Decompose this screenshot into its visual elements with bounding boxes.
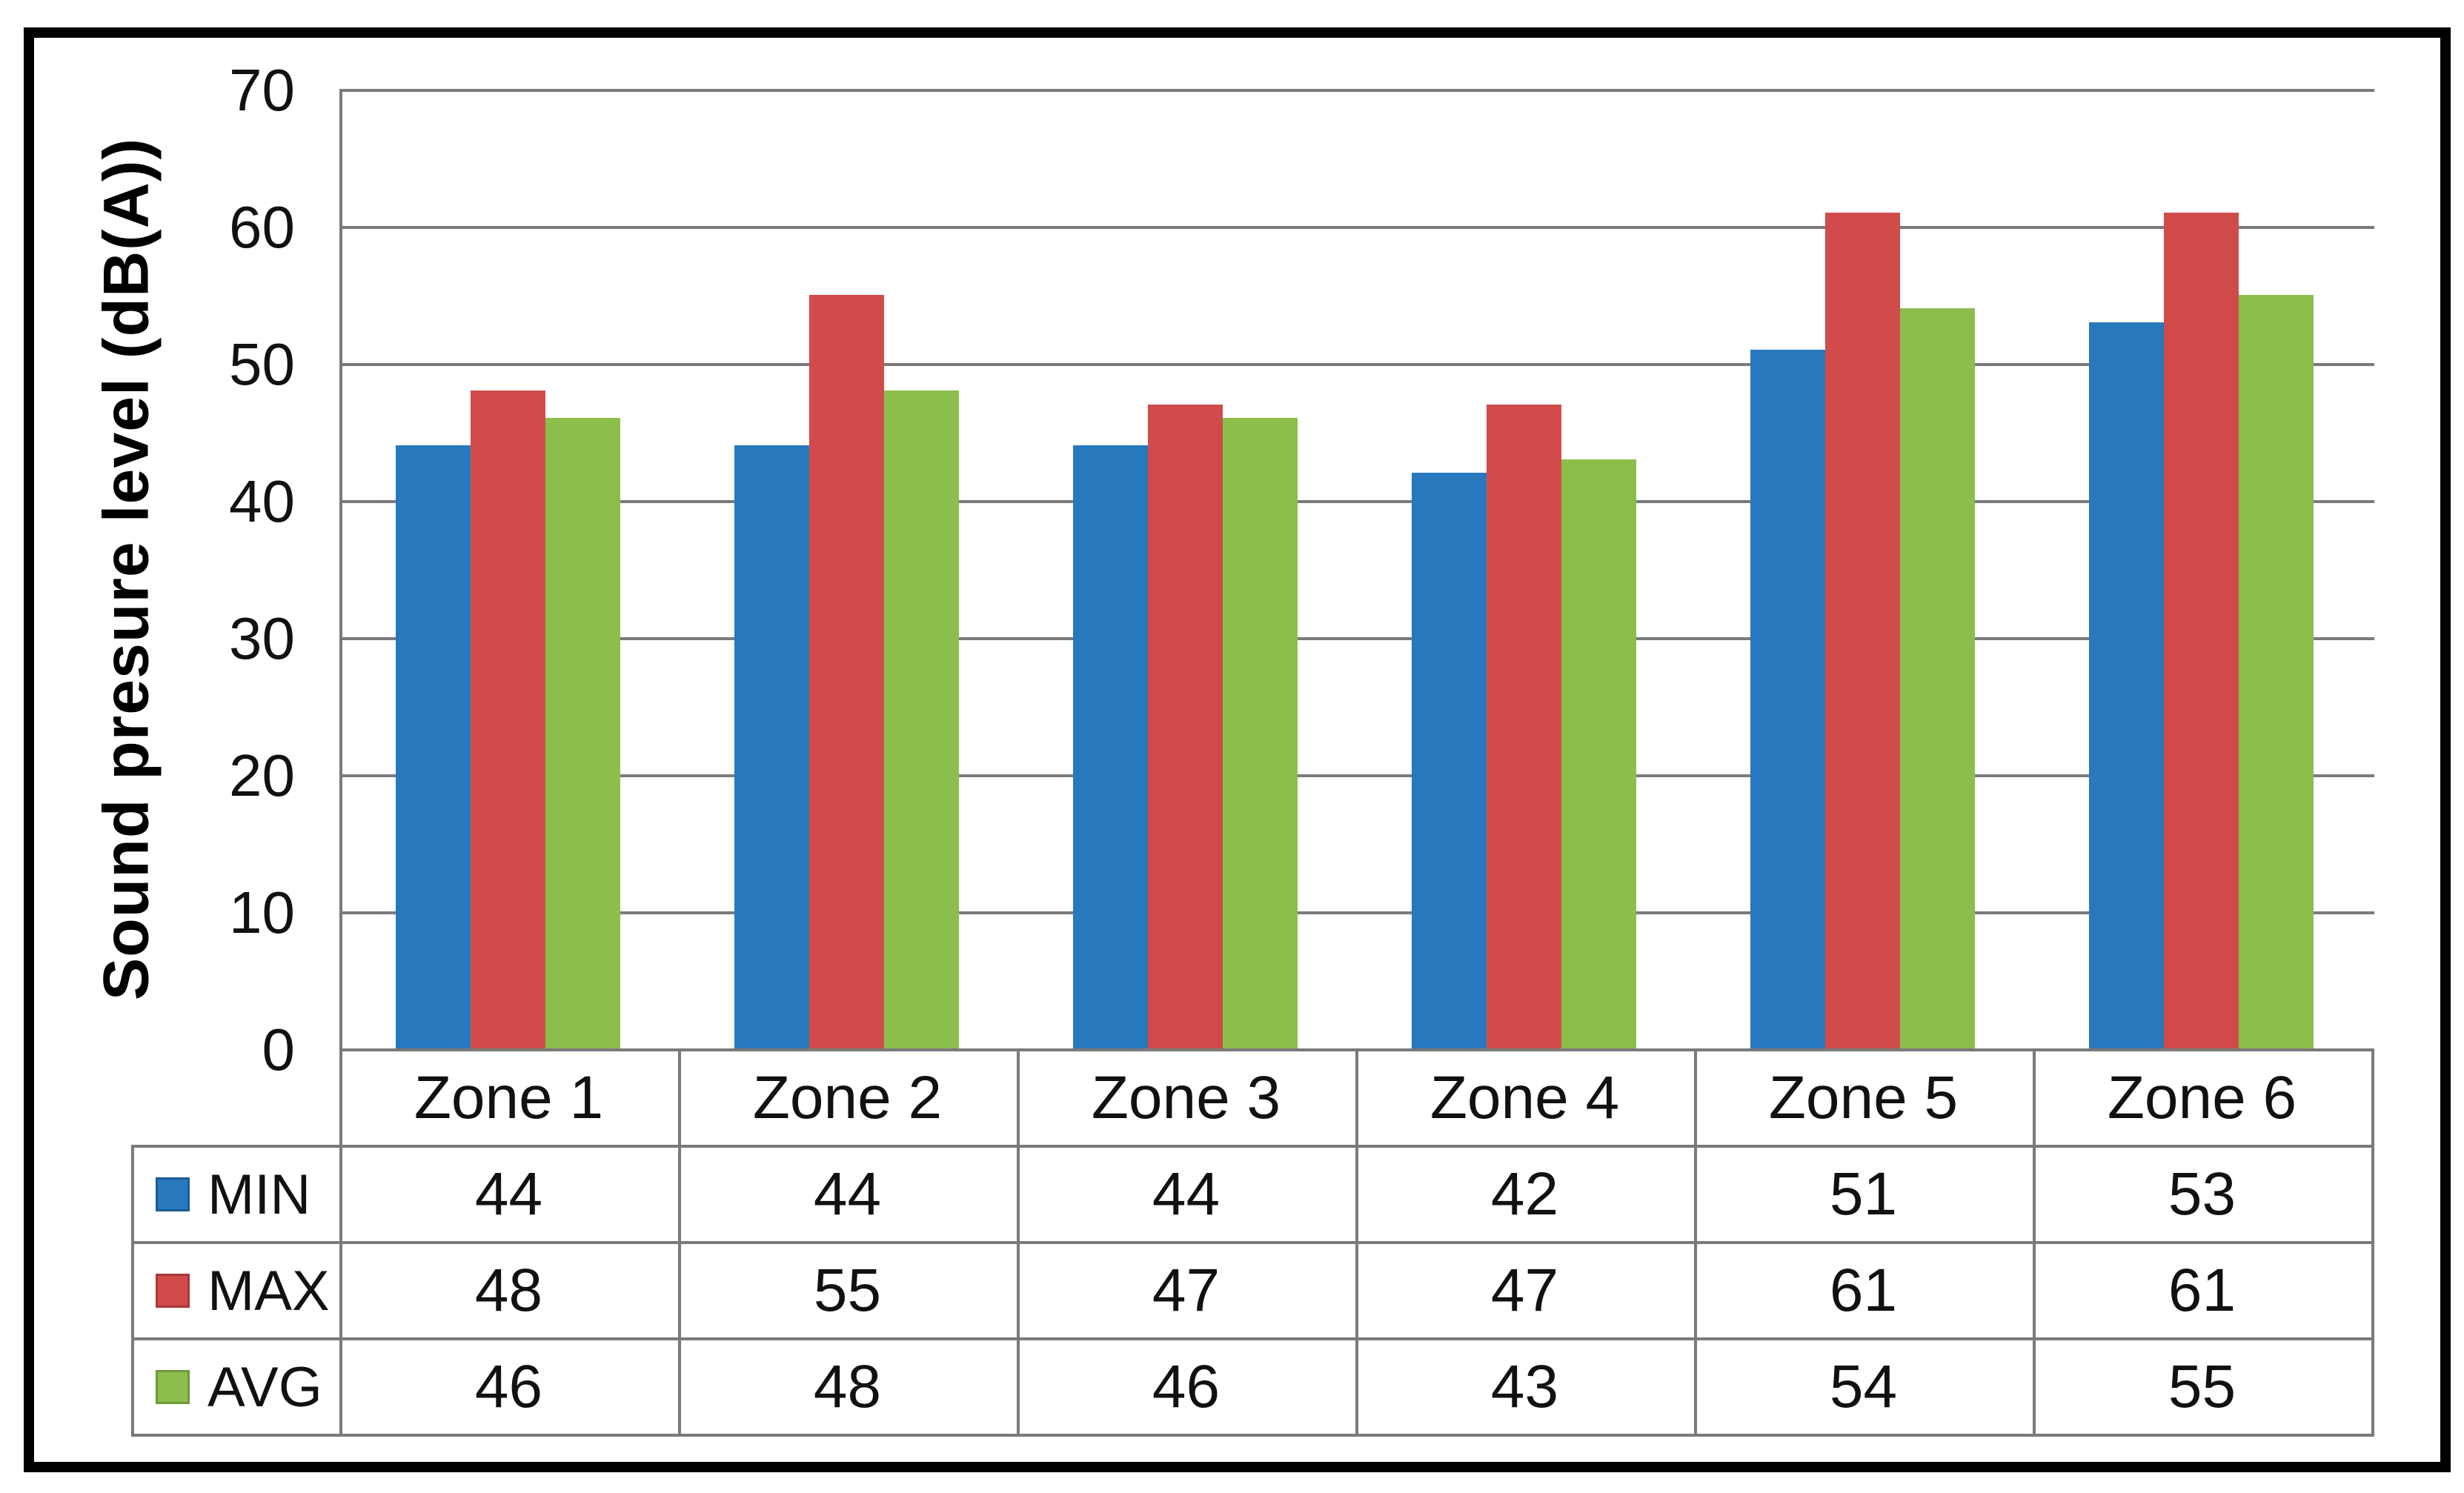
zone-header-3: Zone 3 — [1091, 1064, 1281, 1131]
table-line-row-4 — [131, 1434, 2374, 1437]
y-tick-label-70: 70 — [229, 57, 295, 123]
zone-column-divider-5 — [2033, 1048, 2036, 1437]
table-value-avg-zone-4: 43 — [1490, 1353, 1559, 1420]
table-value-min-zone-1: 44 — [474, 1160, 543, 1228]
table-value-min-zone-4: 42 — [1490, 1160, 1559, 1228]
zone-column-divider-3 — [1355, 1048, 1358, 1437]
gridline-10 — [339, 911, 2374, 914]
table-value-avg-zone-3: 46 — [1152, 1353, 1221, 1420]
table-line-row-3 — [131, 1337, 2374, 1340]
table-value-max-zone-3: 47 — [1152, 1257, 1221, 1324]
bar-avg-zone-2 — [884, 390, 959, 1048]
zone-header-6: Zone 6 — [2107, 1064, 2297, 1131]
table-value-min-zone-3: 44 — [1152, 1160, 1221, 1228]
y-tick-label-60: 60 — [229, 194, 295, 260]
table-value-avg-zone-2: 48 — [813, 1353, 882, 1420]
bar-max-zone-1 — [471, 390, 545, 1048]
y-tick-label-50: 50 — [229, 331, 295, 397]
gridline-20 — [339, 774, 2374, 777]
y-tick-label-40: 40 — [229, 468, 295, 534]
y-tick-label-30: 30 — [229, 605, 295, 671]
table-value-max-zone-5: 61 — [1829, 1257, 1898, 1324]
bar-min-zone-3 — [1073, 445, 1148, 1048]
y-axis-line — [339, 89, 342, 1437]
bar-min-zone-4 — [1412, 473, 1487, 1048]
legend-label-min: MIN — [207, 1163, 311, 1226]
table-value-min-zone-6: 53 — [2168, 1160, 2236, 1228]
gridline-30 — [339, 637, 2374, 640]
bar-min-zone-1 — [396, 445, 471, 1048]
table-value-avg-zone-6: 55 — [2168, 1353, 2236, 1420]
gridline-60 — [339, 226, 2374, 229]
bar-avg-zone-5 — [1900, 308, 1975, 1048]
zone-column-divider-4 — [1694, 1048, 1697, 1437]
table-line-row-1 — [131, 1145, 2374, 1148]
table-value-max-zone-6: 61 — [2168, 1257, 2236, 1324]
table-value-max-zone-2: 55 — [813, 1257, 882, 1324]
gridline-70 — [339, 89, 2374, 92]
bar-avg-zone-4 — [1561, 459, 1636, 1049]
zone-column-divider-2 — [1017, 1048, 1020, 1437]
table-value-avg-zone-1: 46 — [474, 1353, 543, 1420]
zone-column-divider-1 — [678, 1048, 681, 1437]
bar-avg-zone-3 — [1223, 418, 1298, 1048]
zone-header-1: Zone 1 — [414, 1064, 604, 1131]
y-tick-label-20: 20 — [229, 742, 295, 808]
zone-header-2: Zone 2 — [752, 1064, 943, 1131]
table-value-min-zone-5: 51 — [1829, 1160, 1898, 1228]
bar-max-zone-3 — [1148, 405, 1223, 1048]
bar-avg-zone-1 — [545, 418, 620, 1048]
table-right-border — [2371, 1048, 2374, 1437]
bar-max-zone-4 — [1487, 405, 1561, 1048]
legend-swatch-max — [156, 1274, 190, 1308]
gridline-50 — [339, 363, 2374, 366]
table-value-avg-zone-5: 54 — [1829, 1353, 1898, 1420]
bar-max-zone-5 — [1825, 213, 1900, 1049]
bar-min-zone-6 — [2089, 322, 2164, 1049]
legend-item-avg: AVG — [131, 1340, 339, 1434]
table-line-row-2 — [131, 1241, 2374, 1244]
gridline-40 — [339, 500, 2374, 503]
bar-max-zone-2 — [809, 295, 884, 1049]
table-value-max-zone-1: 48 — [474, 1257, 543, 1324]
legend-swatch-min — [156, 1177, 190, 1211]
y-tick-label-10: 10 — [229, 879, 295, 945]
legend-swatch-avg — [156, 1370, 190, 1404]
legend-label-max: MAX — [207, 1259, 330, 1323]
table-value-min-zone-2: 44 — [813, 1160, 882, 1228]
y-tick-label-0: 0 — [262, 1017, 296, 1083]
legend-item-max: MAX — [131, 1244, 339, 1337]
zone-header-4: Zone 4 — [1429, 1064, 1620, 1131]
table-value-max-zone-4: 47 — [1490, 1257, 1559, 1324]
legend-label-avg: AVG — [207, 1355, 322, 1419]
legend-item-min: MIN — [131, 1148, 339, 1241]
legend-column-left-border — [131, 1145, 134, 1437]
bar-min-zone-5 — [1750, 350, 1825, 1049]
bar-avg-zone-6 — [2239, 295, 2314, 1049]
zone-header-5: Zone 5 — [1768, 1064, 1959, 1131]
bar-min-zone-2 — [734, 445, 809, 1048]
bar-max-zone-6 — [2164, 213, 2239, 1049]
